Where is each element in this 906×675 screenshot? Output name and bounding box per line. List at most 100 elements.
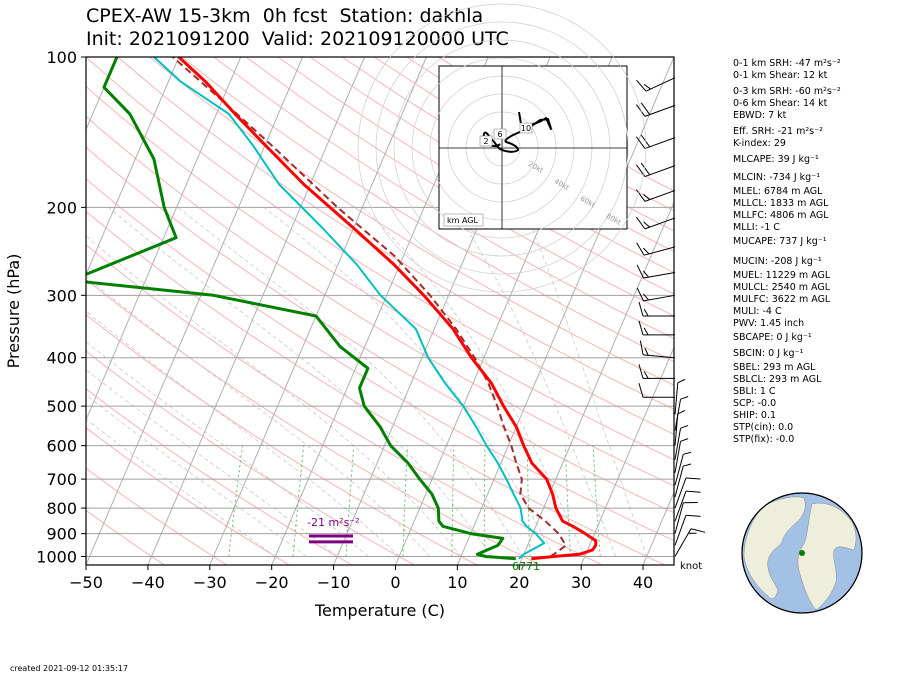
moist-adiabat [86, 369, 338, 557]
index-line: SCP: -0.0 [733, 398, 777, 409]
y-axis-label: Pressure (hPa) [4, 254, 23, 369]
index-line: MULCL: 2540 m AGL [733, 282, 831, 293]
barb-staff [643, 271, 676, 279]
index-line: MLLI: -1 C [733, 222, 780, 233]
barb-feather [643, 83, 651, 90]
moist-adiabat [452, 207, 617, 557]
barb-feather [677, 409, 686, 415]
barb-staff [644, 104, 676, 117]
barb-feather [638, 320, 644, 336]
index-line: SBLCL: 293 m AGL [733, 374, 822, 385]
barb-feather [683, 451, 692, 455]
isotherm [86, 57, 242, 422]
barb-feather [643, 308, 649, 317]
wind-barb [636, 264, 676, 279]
wind-barb [674, 477, 701, 509]
moist-adiabat [108, 207, 493, 557]
barb-feather [685, 490, 701, 493]
index-line: Eff. SRH: -21 m²s⁻² [733, 126, 823, 137]
dry-adiabat [213, 57, 674, 340]
created-timestamp: created 2021-09-12 01:35:17 [10, 664, 128, 673]
dry-adiabat [86, 85, 674, 461]
x-tick-label: −40 [131, 573, 165, 592]
barb-staff [674, 382, 679, 415]
wind-barb [674, 514, 701, 546]
isotherm [147, 57, 365, 565]
y-tick-label: 500 [46, 397, 77, 416]
globe-outline [741, 492, 863, 614]
globe-land-west [743, 496, 806, 600]
hodograph-height-label: 6 [497, 130, 502, 139]
index-line: MLLFC: 4806 m AGL [733, 210, 829, 221]
dry-adiabat [86, 278, 540, 565]
wind-barb [674, 378, 686, 415]
dry-adiabat [149, 57, 674, 386]
wind-barb [674, 438, 689, 473]
chart-title-line2: Init: 2021091200 Valid: 202109120000 UTC [86, 28, 509, 50]
isotherm [209, 57, 427, 565]
wind-barb [635, 102, 676, 117]
wind-barb [674, 501, 698, 534]
barb-feather [685, 477, 701, 480]
index-line: SBEL: 293 m AGL [733, 362, 816, 373]
barb-staff [674, 477, 687, 509]
parcel-line [172, 57, 567, 558]
wind-barb [636, 77, 676, 92]
index-line: MUCIN: -208 J kg⁻¹ [733, 256, 822, 267]
barb-staff [643, 354, 676, 359]
x-axis-ticks: −50 −40 −30 −20 −10 0 10 20 30 40 [69, 565, 653, 592]
station-marker [799, 550, 805, 556]
axes-frame [85, 56, 675, 566]
index-line: MLCIN: -734 J kg⁻¹ [733, 172, 821, 183]
barb-feather [636, 79, 647, 92]
barb-feather [690, 528, 706, 533]
x-axis-label: Temperature (C) [314, 601, 445, 620]
surface-label: 6771 [512, 560, 540, 573]
hodograph-frame [438, 65, 628, 230]
index-line: STP(cin): 0.0 [733, 422, 794, 433]
barb-feather [643, 194, 651, 201]
index-line: SBCIN: 0 J kg⁻¹ [733, 348, 804, 359]
effective-layer-marker: -21 m²s⁻² [307, 516, 360, 544]
barb-feather [643, 371, 649, 379]
barb-staff [643, 246, 676, 256]
barb-feather [639, 340, 644, 356]
wetbulb-line [153, 57, 546, 560]
barb-feather [635, 216, 646, 230]
dry-adiabat [86, 115, 674, 487]
dry-adiabat [86, 57, 674, 435]
barb-staff [674, 399, 682, 431]
barb-feather [644, 347, 649, 356]
dry-adiabat [245, 57, 674, 317]
barb-staff [643, 294, 676, 302]
y-tick-label: 700 [46, 470, 77, 489]
wind-barb [674, 490, 701, 522]
barb-feather [680, 424, 689, 429]
barb-feather [635, 189, 646, 202]
index-line: MUCAPE: 737 J kg⁻¹ [733, 236, 827, 247]
barb-feather [635, 136, 646, 149]
x-tick-label: 20 [509, 573, 529, 592]
barb-staff [674, 441, 682, 473]
isotherm [580, 346, 674, 565]
index-line: SBCAPE: 0 J kg⁻¹ [733, 332, 812, 343]
isotherm [518, 200, 674, 565]
dry-adiabat [309, 57, 674, 274]
x-tick-label: −10 [317, 573, 351, 592]
index-line: SHIP: 0.1 [733, 410, 777, 421]
index-line: PWV: 1.45 inch [733, 318, 805, 329]
index-line: MULI: -4 C [733, 306, 782, 317]
mixing-ratio-line [526, 445, 531, 557]
dry-adiabat [86, 313, 478, 565]
wind-barb [674, 451, 692, 486]
barb-staff [644, 189, 676, 202]
dry-adiabat [86, 467, 227, 565]
dry-adiabat [277, 57, 674, 295]
barb-staff [674, 502, 684, 534]
index-line: 0-1 km SRH: -47 m²s⁻² [733, 58, 841, 69]
wind-barb [635, 189, 676, 202]
hodograph-legend: km AGL [447, 216, 479, 225]
barb-feather [642, 293, 649, 301]
